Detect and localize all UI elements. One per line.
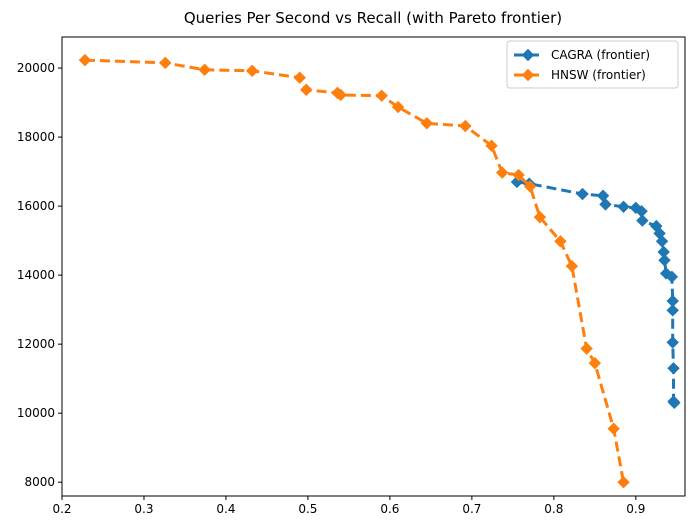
data-point bbox=[667, 362, 680, 375]
data-point bbox=[420, 117, 433, 130]
data-point bbox=[617, 200, 630, 214]
data-point bbox=[629, 201, 643, 215]
data-point bbox=[293, 71, 306, 84]
y-tick-label: 10000 bbox=[17, 406, 55, 420]
series-1 bbox=[78, 53, 630, 489]
x-tick-label: 0.7 bbox=[462, 502, 481, 516]
y-tick-label: 20000 bbox=[17, 61, 55, 75]
data-point bbox=[300, 83, 313, 97]
data-point bbox=[533, 210, 547, 224]
chart-title: Queries Per Second vs Recall (with Paret… bbox=[184, 9, 562, 27]
y-tick-label: 18000 bbox=[17, 130, 55, 144]
data-point bbox=[576, 187, 589, 201]
data-point bbox=[375, 89, 388, 102]
x-tick-label: 0.4 bbox=[216, 502, 235, 516]
x-tick-label: 0.6 bbox=[380, 502, 399, 516]
x-axis: 0.2 0.3 0.4 0.5 0.6 0.7 0.8 0.9 bbox=[52, 496, 645, 516]
data-point bbox=[485, 139, 498, 152]
data-point bbox=[78, 53, 92, 67]
x-tick-label: 0.3 bbox=[134, 502, 153, 516]
y-tick-label: 14000 bbox=[17, 268, 55, 282]
data-point bbox=[459, 119, 472, 133]
data-point bbox=[554, 235, 567, 248]
data-point bbox=[658, 254, 671, 267]
data-point bbox=[665, 270, 679, 284]
legend-label: HNSW (frontier) bbox=[551, 68, 646, 82]
series-0 bbox=[510, 175, 681, 410]
x-tick-label: 0.2 bbox=[52, 502, 71, 516]
legend-box bbox=[506, 40, 679, 89]
data-point bbox=[580, 342, 593, 355]
data-point bbox=[588, 356, 602, 370]
data-point bbox=[599, 198, 612, 211]
x-tick-label: 0.9 bbox=[626, 502, 645, 516]
legend: CAGRA (frontier) HNSW (frontier) bbox=[506, 40, 679, 89]
data-point bbox=[391, 100, 405, 114]
y-tick-label: 12000 bbox=[17, 337, 55, 351]
data-point bbox=[666, 304, 679, 317]
legend-marker bbox=[521, 48, 535, 62]
y-tick-label: 16000 bbox=[17, 199, 55, 213]
data-point bbox=[607, 422, 620, 435]
plot-frame bbox=[61, 36, 686, 497]
data-point bbox=[668, 396, 681, 410]
legend-marker bbox=[521, 68, 535, 82]
data-point bbox=[495, 166, 509, 179]
data-point bbox=[512, 168, 525, 182]
data-point bbox=[565, 259, 579, 273]
legend-label: CAGRA (frontier) bbox=[551, 48, 650, 62]
x-tick-label: 0.8 bbox=[544, 502, 563, 516]
data-point bbox=[245, 64, 259, 78]
series-line bbox=[84, 58, 625, 483]
series-layer bbox=[78, 53, 681, 489]
y-tick-label: 8000 bbox=[24, 475, 55, 489]
data-point bbox=[617, 475, 630, 489]
data-point bbox=[666, 336, 679, 349]
x-tick-label: 0.5 bbox=[298, 502, 317, 516]
y-axis: 8000 10000 12000 14000 16000 18000 20000 bbox=[17, 61, 62, 489]
data-point bbox=[198, 63, 211, 76]
data-point bbox=[510, 175, 524, 189]
data-point bbox=[655, 235, 669, 248]
data-point bbox=[334, 88, 347, 102]
data-point bbox=[523, 180, 537, 193]
data-point bbox=[636, 214, 649, 227]
data-point bbox=[159, 56, 172, 70]
